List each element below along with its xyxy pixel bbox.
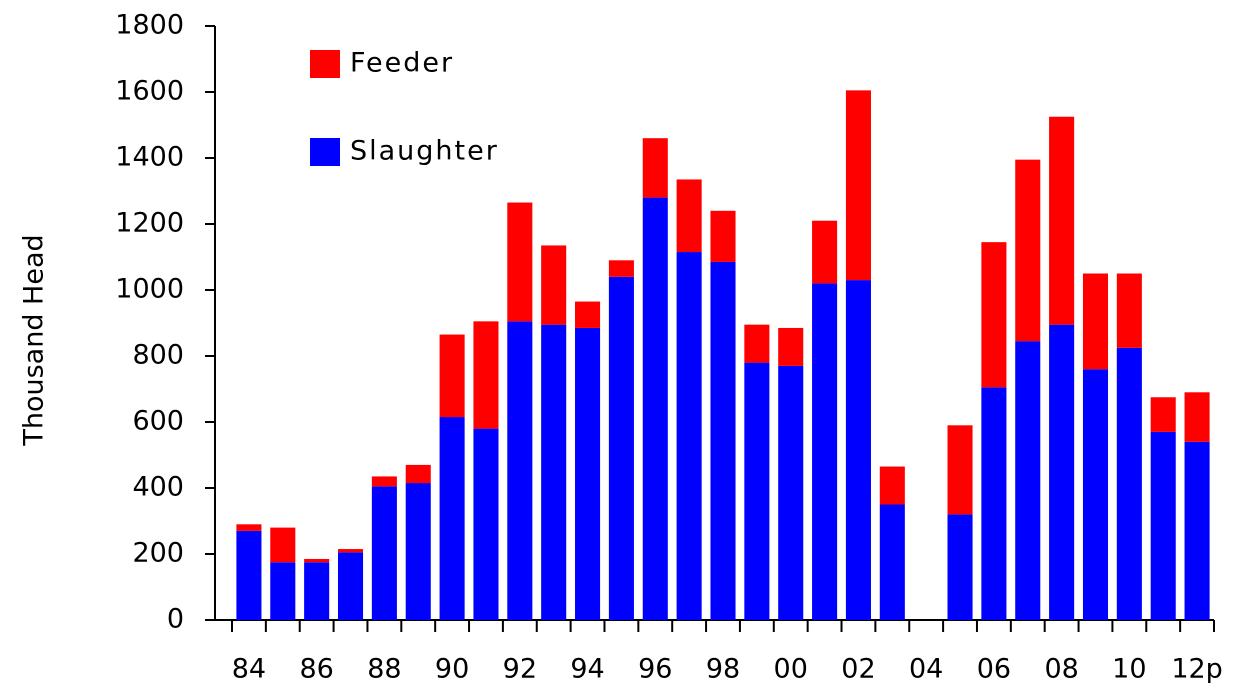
- x-tick-label: 02: [841, 654, 875, 685]
- bar-segment: [947, 514, 973, 620]
- bar-segment: [608, 276, 634, 620]
- bar-segment: [947, 425, 973, 515]
- x-tick-label: 92: [503, 654, 537, 685]
- bar-segment: [879, 466, 905, 505]
- bar-segment: [541, 324, 567, 620]
- bar-segment: [1116, 347, 1142, 620]
- legend-label: Slaughter: [350, 136, 499, 167]
- bar-segment: [236, 524, 262, 531]
- y-tick-label: 800: [132, 340, 184, 371]
- y-tick-label: 200: [132, 538, 184, 569]
- y-tick-label: 1400: [115, 142, 184, 173]
- bar-segment: [1082, 369, 1109, 620]
- bar-segment: [1184, 441, 1210, 620]
- x-tick-label: 98: [706, 654, 740, 685]
- x-tick-label: 00: [774, 654, 808, 685]
- bar-segment: [575, 327, 601, 620]
- bar-segment: [710, 210, 736, 262]
- bar-segment: [371, 476, 397, 487]
- bar-segment: [778, 327, 804, 366]
- bar-segment: [676, 179, 702, 253]
- bar-segment: [1015, 159, 1041, 342]
- bar-segment: [371, 486, 397, 620]
- bar-segment: [473, 428, 499, 620]
- legend-swatch: [310, 138, 340, 166]
- x-tick-label: 86: [299, 654, 333, 685]
- bar-segment: [1082, 273, 1109, 370]
- bar-segment: [270, 562, 296, 620]
- bar-segment: [575, 301, 601, 328]
- bar-segment: [1150, 397, 1176, 432]
- x-tick-label: 90: [435, 654, 469, 685]
- bar-segment: [845, 90, 871, 281]
- bar-segment: [304, 558, 330, 563]
- bar-segment: [439, 417, 465, 620]
- y-tick-label: 1200: [115, 208, 184, 239]
- bar-segment: [270, 527, 296, 563]
- bar-segment: [236, 530, 262, 620]
- bar-segment: [879, 504, 905, 620]
- bar-segment: [1116, 273, 1142, 348]
- bar-segment: [304, 562, 330, 620]
- x-tick-label: 96: [638, 654, 672, 685]
- bar-segment: [812, 283, 838, 620]
- y-tick-label: 1600: [115, 76, 184, 107]
- x-tick-label: 08: [1044, 654, 1078, 685]
- bar-segment: [473, 321, 499, 429]
- bar-segment: [981, 242, 1007, 388]
- bar-segment: [710, 261, 736, 620]
- legend-label: Feeder: [350, 48, 454, 79]
- bar-segment: [405, 464, 431, 484]
- bar-segment: [981, 387, 1007, 620]
- bar-segment: [1049, 324, 1075, 620]
- bar-segment: [507, 321, 533, 620]
- bar-segment: [1049, 116, 1075, 325]
- bar-segment: [676, 252, 702, 621]
- bar-segment: [608, 260, 634, 277]
- bar-segment: [642, 197, 668, 620]
- y-tick-label: 600: [132, 406, 184, 437]
- x-tick-label: 12p: [1171, 654, 1223, 685]
- bar-segment: [744, 362, 770, 620]
- bar-segment: [1150, 431, 1176, 620]
- bar-segment: [541, 245, 567, 325]
- y-tick-label: 1800: [115, 10, 184, 41]
- bar-segment: [1184, 392, 1210, 442]
- bar-segment: [337, 549, 364, 553]
- x-tick-label: 94: [570, 654, 604, 685]
- bar-segment: [744, 324, 770, 363]
- bar-segment: [812, 220, 838, 284]
- y-axis-label: Thousand Head: [19, 234, 50, 446]
- x-tick-label: 06: [977, 654, 1011, 685]
- x-tick-label: 84: [232, 654, 266, 685]
- bar-segment: [439, 334, 465, 418]
- bar-segment: [337, 552, 364, 620]
- y-tick-label: 0: [167, 604, 184, 635]
- bar-segment: [642, 138, 668, 198]
- x-tick-label: 04: [909, 654, 943, 685]
- x-tick-label: 88: [367, 654, 401, 685]
- y-tick-label: 400: [132, 472, 184, 503]
- bar-segment: [1015, 341, 1041, 620]
- bar-segment: [507, 202, 533, 322]
- bar-segment: [845, 280, 871, 620]
- x-tick-label: 10: [1112, 654, 1146, 685]
- legend-swatch: [310, 50, 340, 78]
- bar-segment: [405, 483, 431, 620]
- bar-segment: [778, 365, 804, 620]
- y-tick-label: 1000: [115, 274, 184, 305]
